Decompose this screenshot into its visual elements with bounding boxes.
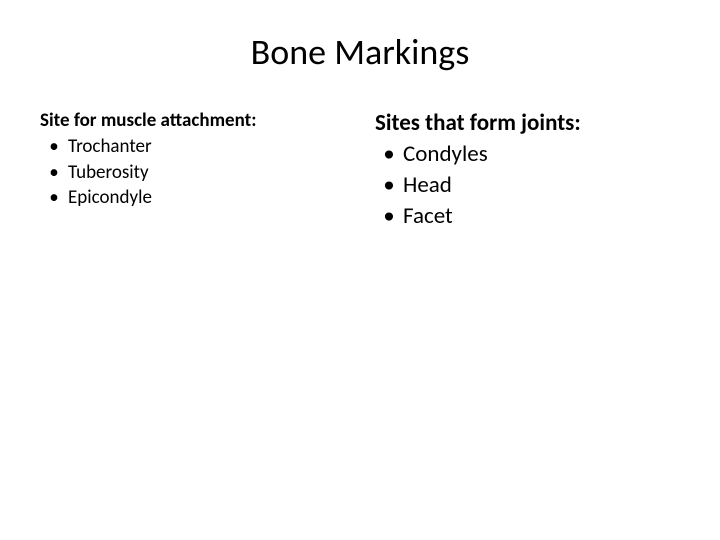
bullet-icon: • (40, 185, 68, 211)
left-column-header: Site for muscle attachment: (40, 109, 345, 132)
bullet-icon: • (375, 170, 403, 201)
list-item: • Condyles (375, 139, 680, 170)
content-columns: Site for muscle attachment: • Trochanter… (40, 109, 680, 232)
bullet-label: Head (403, 170, 680, 201)
bullet-label: Trochanter (68, 134, 345, 160)
bullet-label: Facet (403, 201, 680, 232)
list-item: • Facet (375, 201, 680, 232)
right-column: Sites that form joints: • Condyles • Hea… (375, 109, 680, 232)
bullet-label: Condyles (403, 139, 680, 170)
bullet-icon: • (40, 134, 68, 160)
list-item: • Trochanter (40, 134, 345, 160)
list-item: • Epicondyle (40, 185, 345, 211)
slide-title: Bone Markings (40, 30, 680, 74)
bullet-icon: • (375, 139, 403, 170)
list-item: • Tuberosity (40, 160, 345, 186)
bullet-icon: • (375, 201, 403, 232)
left-column: Site for muscle attachment: • Trochanter… (40, 109, 345, 232)
right-column-header: Sites that form joints: (375, 109, 680, 137)
bullet-icon: • (40, 160, 68, 186)
list-item: • Head (375, 170, 680, 201)
bullet-label: Tuberosity (68, 160, 345, 186)
bullet-label: Epicondyle (68, 185, 345, 211)
slide-container: Bone Markings Site for muscle attachment… (0, 0, 720, 540)
